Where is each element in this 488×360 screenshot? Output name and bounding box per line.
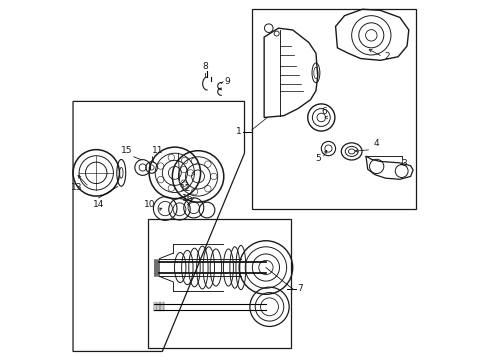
Text: 7: 7 <box>296 284 302 293</box>
Text: 13: 13 <box>70 183 82 192</box>
Text: 12: 12 <box>179 184 190 193</box>
Text: 5: 5 <box>314 154 320 163</box>
Text: 15: 15 <box>120 146 132 155</box>
Text: 6: 6 <box>320 107 326 116</box>
Text: 3: 3 <box>401 159 407 168</box>
Text: 9: 9 <box>224 77 230 86</box>
Text: 11: 11 <box>151 146 163 155</box>
Text: 4: 4 <box>372 139 378 148</box>
Text: 2: 2 <box>384 52 389 61</box>
Bar <box>251 9 415 208</box>
Text: 16: 16 <box>181 194 193 203</box>
Text: 8: 8 <box>202 62 208 71</box>
Bar <box>148 219 290 348</box>
Text: 14: 14 <box>93 200 104 209</box>
Text: 10: 10 <box>143 199 155 208</box>
Text: 1: 1 <box>235 127 241 136</box>
